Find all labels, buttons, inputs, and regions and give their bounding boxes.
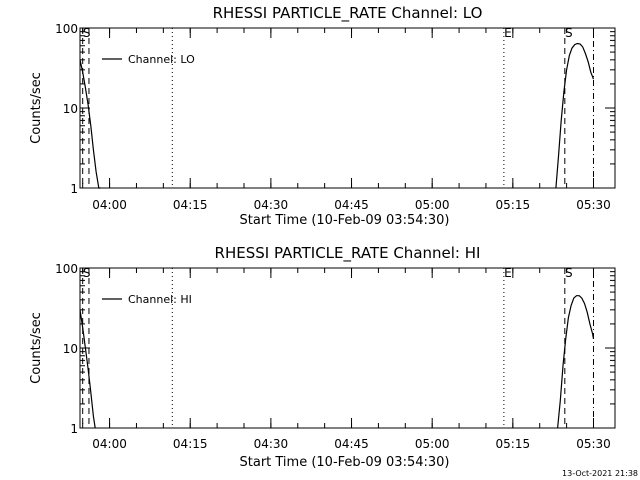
x-tick-label: 04:45	[334, 437, 369, 451]
y-tick-label: 1	[70, 422, 78, 436]
x-tick-label: 05:30	[576, 437, 611, 451]
event-marker-label: S	[565, 26, 573, 40]
chart-title: RHESSI PARTICLE_RATE Channel: LO	[213, 4, 483, 23]
y-axis-label: Counts/sec	[29, 72, 44, 144]
y-tick-label: 100	[55, 22, 78, 36]
y-tick-label: 10	[63, 342, 78, 356]
footer-timestamp: 13-Oct-2021 21:38	[562, 469, 638, 478]
x-tick-label: 04:00	[92, 437, 127, 451]
series-line	[79, 309, 96, 429]
x-axis-label: Start Time (10-Feb-09 03:54:30)	[240, 213, 450, 228]
series-line	[79, 59, 101, 189]
event-marker-label: E	[504, 26, 512, 40]
series-line	[557, 295, 595, 429]
x-tick-label: 04:15	[173, 198, 208, 212]
x-tick-label: 04:15	[173, 437, 208, 451]
chart-title: RHESSI PARTICLE_RATE Channel: HI	[215, 244, 481, 263]
plot-frame	[79, 267, 616, 429]
series-line	[555, 42, 595, 189]
y-axis-label: Counts/sec	[29, 312, 44, 384]
x-tick-label: 05:00	[415, 198, 450, 212]
event-marker-label: S	[83, 26, 91, 40]
plot-frame	[79, 27, 616, 189]
event-marker-label: S	[83, 266, 91, 280]
panel-lo: RHESSI PARTICLE_RATE Channel: LO Start Ti…	[29, 4, 616, 228]
x-tick-label: 04:30	[254, 198, 289, 212]
x-axis-label: Start Time (10-Feb-09 03:54:30)	[240, 455, 450, 470]
x-tick-label: 04:30	[254, 437, 289, 451]
y-tick-label: 1	[70, 182, 78, 196]
legend-label: Channel: LO	[128, 53, 195, 66]
x-tick-label: 04:45	[334, 198, 369, 212]
x-tick-label: 05:30	[576, 198, 611, 212]
event-marker-label: S	[565, 266, 573, 280]
x-tick-label: 04:00	[92, 198, 127, 212]
event-marker-label: E	[504, 266, 512, 280]
legend-label: Channel: HI	[128, 293, 192, 306]
x-tick-label: 05:00	[415, 437, 450, 451]
y-tick-label: 100	[55, 262, 78, 276]
x-tick-label: 05:15	[496, 437, 531, 451]
panel-hi: RHESSI PARTICLE_RATE Channel: HI Start Ti…	[29, 244, 616, 470]
x-tick-label: 05:15	[496, 198, 531, 212]
y-tick-label: 10	[63, 102, 78, 116]
